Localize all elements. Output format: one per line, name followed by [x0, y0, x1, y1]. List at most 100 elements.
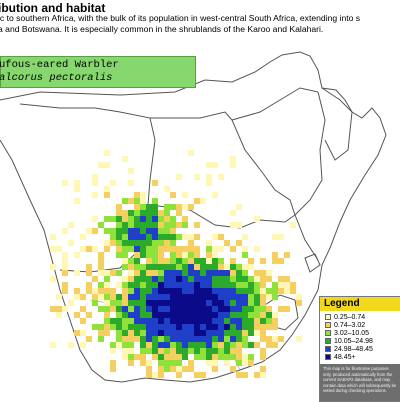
occurrence-cell — [206, 348, 212, 354]
occurrence-cell — [140, 336, 146, 342]
occurrence-cell — [206, 354, 212, 360]
occurrence-cell — [164, 258, 170, 264]
occurrence-cell — [188, 282, 194, 288]
occurrence-cell — [230, 156, 236, 162]
occurrence-cell — [212, 252, 218, 258]
occurrence-cell — [158, 270, 164, 276]
occurrence-cell — [104, 246, 110, 252]
occurrence-cell — [62, 264, 68, 270]
occurrence-cell — [92, 300, 98, 306]
occurrence-cell — [284, 276, 290, 282]
occurrence-cell — [140, 354, 146, 360]
occurrence-cell — [68, 240, 74, 246]
occurrence-cell — [80, 306, 86, 312]
occurrence-cell — [164, 246, 170, 252]
occurrence-cell — [284, 288, 290, 294]
occurrence-cell — [134, 330, 140, 336]
occurrence-cell — [230, 276, 236, 282]
occurrence-cell — [128, 258, 134, 264]
occurrence-cell — [74, 252, 80, 258]
occurrence-cell — [260, 288, 266, 294]
occurrence-cell — [242, 300, 248, 306]
occurrence-cell — [218, 264, 224, 270]
occurrence-cell — [116, 330, 122, 336]
occurrence-cell — [194, 372, 200, 378]
occurrence-cell — [128, 336, 134, 342]
occurrence-cell — [224, 354, 230, 360]
occurrence-cell — [248, 288, 254, 294]
occurrence-cell — [128, 210, 134, 216]
species-scientific-name: alcorus pectoralis — [0, 72, 113, 84]
occurrence-cell — [200, 258, 206, 264]
occurrence-cell — [242, 342, 248, 348]
occurrence-cell — [116, 234, 122, 240]
occurrence-cell — [170, 360, 176, 366]
occurrence-cell — [188, 258, 194, 264]
occurrence-cell — [140, 276, 146, 282]
occurrence-cell — [194, 198, 200, 204]
occurrence-cell — [92, 288, 98, 294]
occurrence-cell — [212, 270, 218, 276]
occurrence-cell — [140, 294, 146, 300]
occurrence-cell — [230, 288, 236, 294]
occurrence-cell — [188, 360, 194, 366]
occurrence-cell — [140, 300, 146, 306]
occurrence-cell — [104, 270, 110, 276]
occurrence-cell — [116, 270, 122, 276]
occurrence-cell — [170, 192, 176, 198]
occurrence-cell — [236, 330, 242, 336]
occurrence-cell — [284, 282, 290, 288]
occurrence-cell — [224, 330, 230, 336]
occurrence-cell — [176, 342, 182, 348]
occurrence-cell — [128, 282, 134, 288]
occurrence-cell — [50, 246, 56, 252]
occurrence-cell — [248, 258, 254, 264]
occurrence-cell — [212, 324, 218, 330]
occurrence-cell — [224, 270, 230, 276]
occurrence-cell — [260, 282, 266, 288]
occurrence-cell — [176, 252, 182, 258]
legend-label: 24.98–48.45 — [334, 346, 373, 353]
occurrence-cell — [194, 246, 200, 252]
occurrence-cell — [86, 264, 92, 270]
occurrence-cell — [212, 264, 218, 270]
occurrence-cell — [128, 324, 134, 330]
occurrence-cell — [242, 252, 248, 258]
occurrence-cell — [104, 162, 110, 168]
occurrence-cell — [296, 294, 302, 300]
occurrence-cell — [206, 324, 212, 330]
occurrence-cell — [272, 336, 278, 342]
occurrence-cell — [188, 336, 194, 342]
occurrence-cell — [158, 360, 164, 366]
occurrence-cell — [152, 288, 158, 294]
occurrence-cell — [176, 306, 182, 312]
occurrence-cell — [194, 174, 200, 180]
occurrence-cell — [260, 306, 266, 312]
map-disclaimer: This map is for illustrative purposes on… — [320, 364, 400, 401]
occurrence-cell — [236, 300, 242, 306]
occurrence-cell — [248, 318, 254, 324]
occurrence-cell — [158, 348, 164, 354]
occurrence-cell — [182, 222, 188, 228]
occurrence-cell — [206, 270, 212, 276]
occurrence-cell — [188, 252, 194, 258]
occurrence-cell — [170, 234, 176, 240]
occurrence-cell — [92, 174, 98, 180]
occurrence-cell — [170, 366, 176, 372]
occurrence-cell — [266, 342, 272, 348]
occurrence-cell — [188, 366, 194, 372]
occurrence-cell — [188, 204, 194, 210]
occurrence-cell — [170, 240, 176, 246]
occurrence-cell — [164, 234, 170, 240]
legend-swatch — [325, 314, 331, 320]
occurrence-cell — [92, 324, 98, 330]
occurrence-cell — [236, 324, 242, 330]
occurrence-cell — [146, 204, 152, 210]
occurrence-cell — [200, 198, 206, 204]
occurrence-cell — [188, 276, 194, 282]
occurrence-cell — [80, 234, 86, 240]
occurrence-cell — [146, 366, 152, 372]
occurrence-cell — [248, 354, 254, 360]
occurrence-cell — [74, 180, 80, 186]
occurrence-cell — [92, 180, 98, 186]
